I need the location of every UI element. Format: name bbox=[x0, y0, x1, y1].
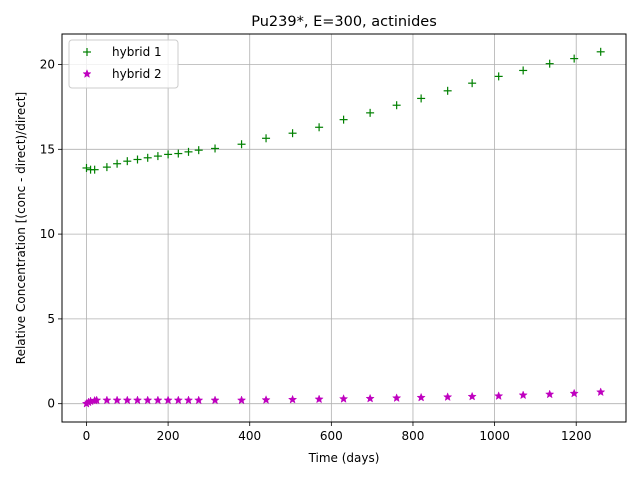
data-point-hybrid-2 bbox=[391, 393, 402, 403]
plot-area bbox=[81, 47, 606, 408]
legend-marker-hybrid-2 bbox=[82, 69, 92, 78]
data-point-hybrid-2 bbox=[545, 389, 555, 399]
data-point-hybrid-1 bbox=[211, 144, 220, 153]
data-point-hybrid-2 bbox=[494, 391, 504, 401]
data-point-hybrid-2 bbox=[163, 395, 173, 405]
data-point-hybrid-2 bbox=[416, 392, 426, 402]
x-tick-label: 0 bbox=[83, 429, 91, 443]
data-point-hybrid-1 bbox=[494, 72, 503, 81]
data-point-hybrid-1 bbox=[82, 163, 91, 172]
data-point-hybrid-1 bbox=[237, 140, 246, 149]
legend-marker-plus bbox=[83, 48, 91, 56]
data-point-hybrid-2 bbox=[365, 393, 375, 403]
data-point-hybrid-1 bbox=[288, 129, 297, 138]
data-point-hybrid-2 bbox=[338, 394, 349, 403]
data-point-hybrid-2 bbox=[153, 395, 163, 405]
legend-marker-star bbox=[82, 69, 92, 78]
data-point-hybrid-1 bbox=[519, 66, 528, 75]
data-point-hybrid-2 bbox=[467, 391, 477, 401]
data-point-hybrid-2 bbox=[596, 387, 606, 397]
legend-marker-hybrid-1 bbox=[83, 48, 91, 56]
data-point-hybrid-1 bbox=[262, 134, 271, 143]
x-tick-label: 1000 bbox=[479, 429, 510, 443]
x-tick-label: 600 bbox=[320, 429, 343, 443]
data-point-hybrid-1 bbox=[570, 54, 579, 63]
data-point-hybrid-2 bbox=[236, 395, 247, 405]
y-tick-label: 10 bbox=[40, 227, 55, 241]
y-tick-label: 15 bbox=[40, 142, 55, 156]
data-point-hybrid-1 bbox=[392, 101, 401, 110]
data-point-hybrid-1 bbox=[315, 123, 324, 132]
data-point-hybrid-2 bbox=[569, 388, 579, 398]
data-point-hybrid-1 bbox=[90, 165, 99, 174]
data-point-hybrid-2 bbox=[92, 395, 102, 405]
x-tick-label: 800 bbox=[402, 429, 425, 443]
x-tick-label: 400 bbox=[238, 429, 261, 443]
data-point-hybrid-1 bbox=[164, 150, 173, 159]
data-point-hybrid-1 bbox=[417, 94, 426, 103]
data-point-hybrid-2 bbox=[261, 395, 271, 404]
data-point-hybrid-1 bbox=[133, 155, 142, 164]
data-point-hybrid-2 bbox=[173, 395, 183, 405]
data-point-hybrid-1 bbox=[468, 79, 477, 88]
y-tick-label: 5 bbox=[47, 312, 55, 326]
y-tick-label: 20 bbox=[40, 58, 55, 72]
data-point-hybrid-1 bbox=[123, 157, 132, 166]
data-point-hybrid-1 bbox=[443, 86, 452, 95]
data-point-hybrid-1 bbox=[143, 153, 152, 162]
legend: hybrid 1 hybrid 2 bbox=[68, 39, 179, 89]
data-point-hybrid-1 bbox=[339, 115, 348, 124]
data-point-hybrid-2 bbox=[314, 394, 324, 404]
data-point-hybrid-1 bbox=[596, 47, 605, 56]
data-point-hybrid-2 bbox=[132, 395, 143, 405]
data-point-hybrid-1 bbox=[194, 146, 203, 155]
x-tick-label: 200 bbox=[157, 429, 180, 443]
chart-title: Pu239*, E=300, actinides bbox=[251, 14, 437, 30]
data-point-hybrid-2 bbox=[112, 395, 122, 405]
plot-frame bbox=[61, 33, 627, 423]
y-axis-label: Relative Concentration [(conc - direct)/… bbox=[14, 92, 28, 364]
data-point-hybrid-1 bbox=[174, 149, 183, 158]
x-axis-label: Time (days) bbox=[308, 451, 380, 465]
data-point-hybrid-1 bbox=[545, 59, 554, 68]
data-point-hybrid-2 bbox=[143, 395, 153, 405]
data-point-hybrid-2 bbox=[183, 395, 194, 405]
legend-label-hybrid-1: hybrid 1 bbox=[112, 45, 162, 59]
data-point-hybrid-1 bbox=[366, 108, 375, 117]
data-point-hybrid-2 bbox=[518, 390, 528, 400]
data-point-hybrid-2 bbox=[194, 395, 204, 405]
y-tick-label: 0 bbox=[47, 397, 55, 411]
data-point-hybrid-2 bbox=[287, 394, 298, 404]
grid bbox=[62, 34, 626, 422]
data-point-hybrid-1 bbox=[184, 147, 193, 156]
data-point-hybrid-2 bbox=[442, 392, 453, 402]
y-axis: 0 5 10 15 20 bbox=[40, 58, 62, 411]
data-point-hybrid-2 bbox=[122, 395, 132, 405]
data-point-hybrid-1 bbox=[113, 159, 122, 168]
data-point-hybrid-2 bbox=[210, 395, 220, 405]
data-point-hybrid-1 bbox=[153, 152, 162, 161]
legend-label-hybrid-2: hybrid 2 bbox=[112, 67, 162, 81]
data-point-hybrid-2 bbox=[102, 395, 112, 405]
legend-box bbox=[68, 39, 179, 89]
data-point-hybrid-1 bbox=[102, 163, 111, 172]
x-axis: 0 200 400 600 800 1000 1200 bbox=[83, 422, 592, 443]
x-tick-label: 1200 bbox=[561, 429, 592, 443]
